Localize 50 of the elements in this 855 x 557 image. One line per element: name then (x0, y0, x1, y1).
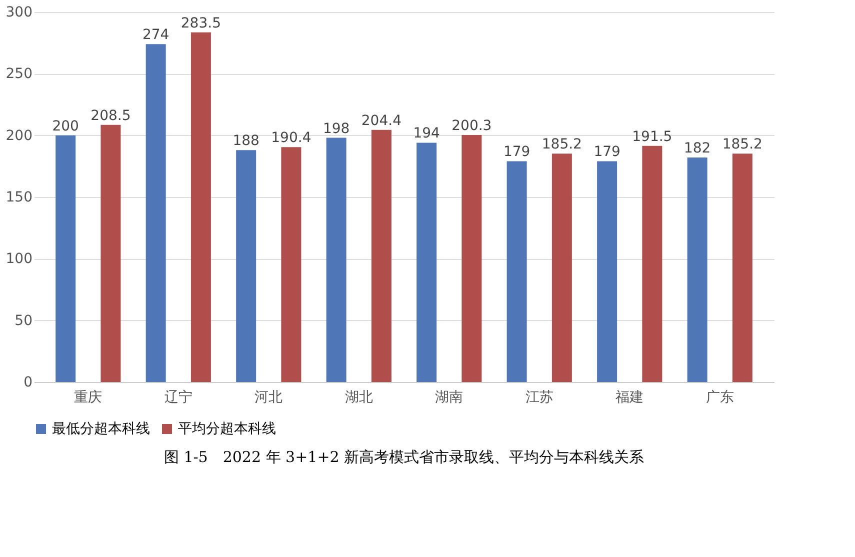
data-label: 188 (232, 133, 260, 150)
y-tick-label: 50 (14, 312, 32, 329)
y-tick-label: 150 (6, 190, 32, 206)
bar (642, 146, 662, 382)
x-tick-label: 江苏 (525, 390, 554, 406)
y-tick-label: 250 (6, 66, 32, 82)
x-tick-label: 辽宁 (164, 390, 192, 406)
data-label: 200.3 (452, 118, 492, 134)
data-label: 204.4 (361, 112, 402, 129)
x-tick-label: 湖北 (344, 390, 373, 406)
bar (100, 124, 121, 382)
data-label: 194 (413, 126, 440, 142)
data-label: 200 (52, 118, 79, 134)
data-label: 185.2 (722, 136, 762, 153)
bar (506, 161, 527, 382)
bar (732, 154, 752, 382)
bar (56, 135, 76, 382)
bar (371, 130, 392, 382)
y-tick-label: 200 (6, 128, 32, 144)
data-label: 283.5 (180, 15, 221, 32)
data-label: 198 (322, 120, 350, 137)
bar (416, 142, 437, 382)
data-label: 208.5 (90, 108, 131, 124)
y-tick-label: 300 (6, 4, 32, 20)
data-label: 179 (503, 144, 530, 160)
bar (190, 32, 211, 382)
data-label: 190.4 (271, 130, 312, 146)
legend-label: 平均分超本科线 (178, 421, 276, 437)
bar (552, 154, 572, 382)
caption: 图 1-5 2022 年 3+1+2 新高考模式省市录取线、平均分与本科线关系 (164, 448, 644, 466)
data-label: 182 (684, 140, 711, 157)
bar (281, 147, 302, 382)
bar (146, 44, 166, 382)
bar (326, 138, 346, 382)
y-tick-label: 100 (6, 251, 32, 268)
bar (236, 150, 256, 382)
x-tick-label: 广东 (706, 390, 734, 406)
x-tick-label: 湖南 (435, 390, 464, 406)
bar (462, 134, 482, 382)
x-tick-label: 福建 (616, 390, 644, 406)
legend-label: 最低分超本科线 (52, 421, 150, 437)
x-tick-label: 河北 (254, 390, 283, 406)
data-label: 274 (142, 27, 170, 44)
bar (687, 158, 708, 382)
data-label: 185.2 (542, 136, 582, 153)
data-label: 191.5 (632, 128, 672, 145)
bar (597, 161, 618, 382)
x-tick-label: 重庆 (74, 390, 102, 406)
y-tick-label: 0 (24, 374, 32, 390)
data-label: 179 (594, 144, 620, 160)
